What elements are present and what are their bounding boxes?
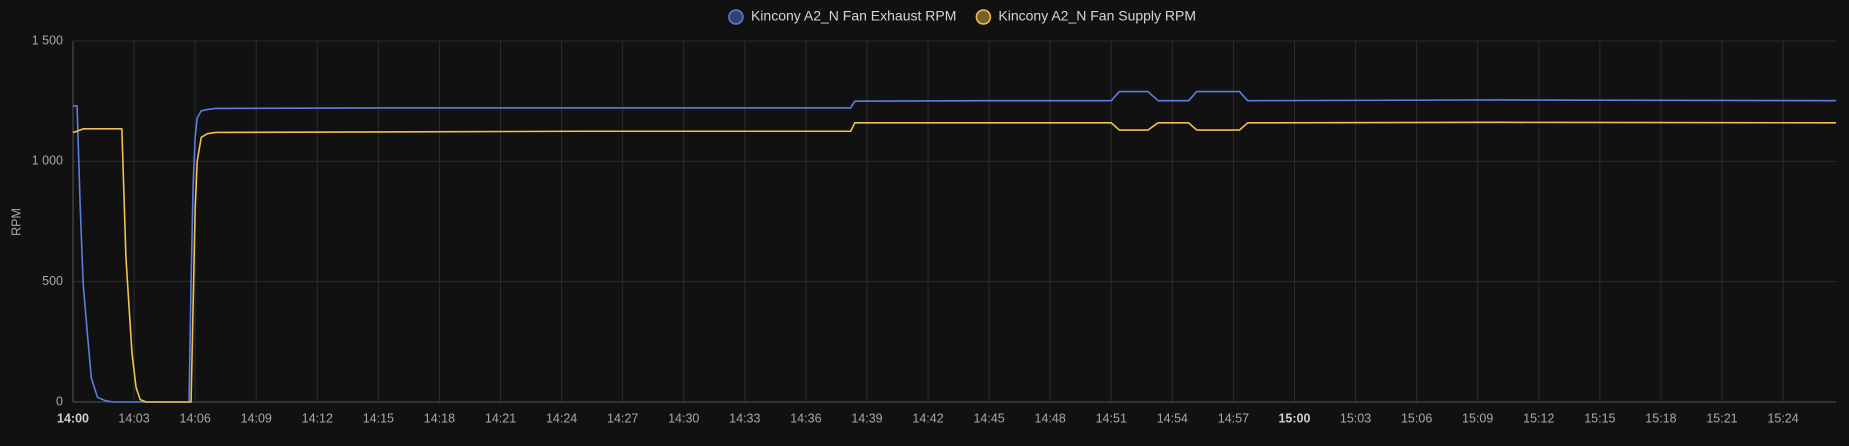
x-tick-label: 15:21 xyxy=(1706,411,1737,425)
x-tick-label: 14:27 xyxy=(607,411,638,425)
x-tick-label: 14:48 xyxy=(1035,411,1066,425)
x-tick-label: 15:03 xyxy=(1340,411,1371,425)
x-tick-label: 14:03 xyxy=(118,411,149,425)
x-tick-label: 14:57 xyxy=(1218,411,1249,425)
x-tick-label: 15:06 xyxy=(1401,411,1432,425)
x-tick-label: 14:51 xyxy=(1096,411,1127,425)
y-axis-label: RPM xyxy=(9,208,23,236)
x-tick-label: 15:00 xyxy=(1278,411,1310,425)
x-tick-label: 14:42 xyxy=(912,411,943,425)
legend-marker[interactable] xyxy=(975,9,992,25)
x-tick-label: 14:09 xyxy=(241,411,272,425)
y-tick-label: 0 xyxy=(56,394,63,408)
x-tick-label: 15:18 xyxy=(1645,411,1676,425)
x-tick-label: 14:39 xyxy=(851,411,882,425)
x-tick-label: 15:09 xyxy=(1462,411,1493,425)
series-line xyxy=(72,121,1837,403)
y-tick-label: 1 000 xyxy=(32,154,63,168)
x-tick-label: 15:15 xyxy=(1584,411,1615,425)
x-tick-label: 14:21 xyxy=(485,411,516,425)
x-tick-label: 14:18 xyxy=(424,411,455,425)
y-tick-label: 1 500 xyxy=(32,33,63,47)
x-tick-label: 14:30 xyxy=(668,411,699,425)
series-line xyxy=(73,90,1837,403)
x-tick-label: 14:15 xyxy=(363,411,394,425)
legend-marker[interactable] xyxy=(728,9,744,25)
x-tick-label: 14:45 xyxy=(973,411,1004,425)
x-tick-label: 14:36 xyxy=(790,411,821,425)
x-tick-label: 14:00 xyxy=(57,411,89,425)
x-tick-label: 15:12 xyxy=(1523,411,1554,425)
legend-label[interactable]: Kincony A2_N Fan Supply RPM xyxy=(998,8,1196,24)
x-tick-label: 15:24 xyxy=(1767,411,1798,425)
x-tick-label: 14:33 xyxy=(729,411,760,425)
y-tick-label: 500 xyxy=(42,274,63,288)
x-tick-label: 14:54 xyxy=(1157,411,1188,425)
x-tick-label: 14:12 xyxy=(302,411,333,425)
legend-label[interactable]: Kincony A2_N Fan Exhaust RPM xyxy=(751,8,956,24)
x-tick-label: 14:24 xyxy=(546,411,577,425)
x-tick-label: 14:06 xyxy=(180,411,211,425)
